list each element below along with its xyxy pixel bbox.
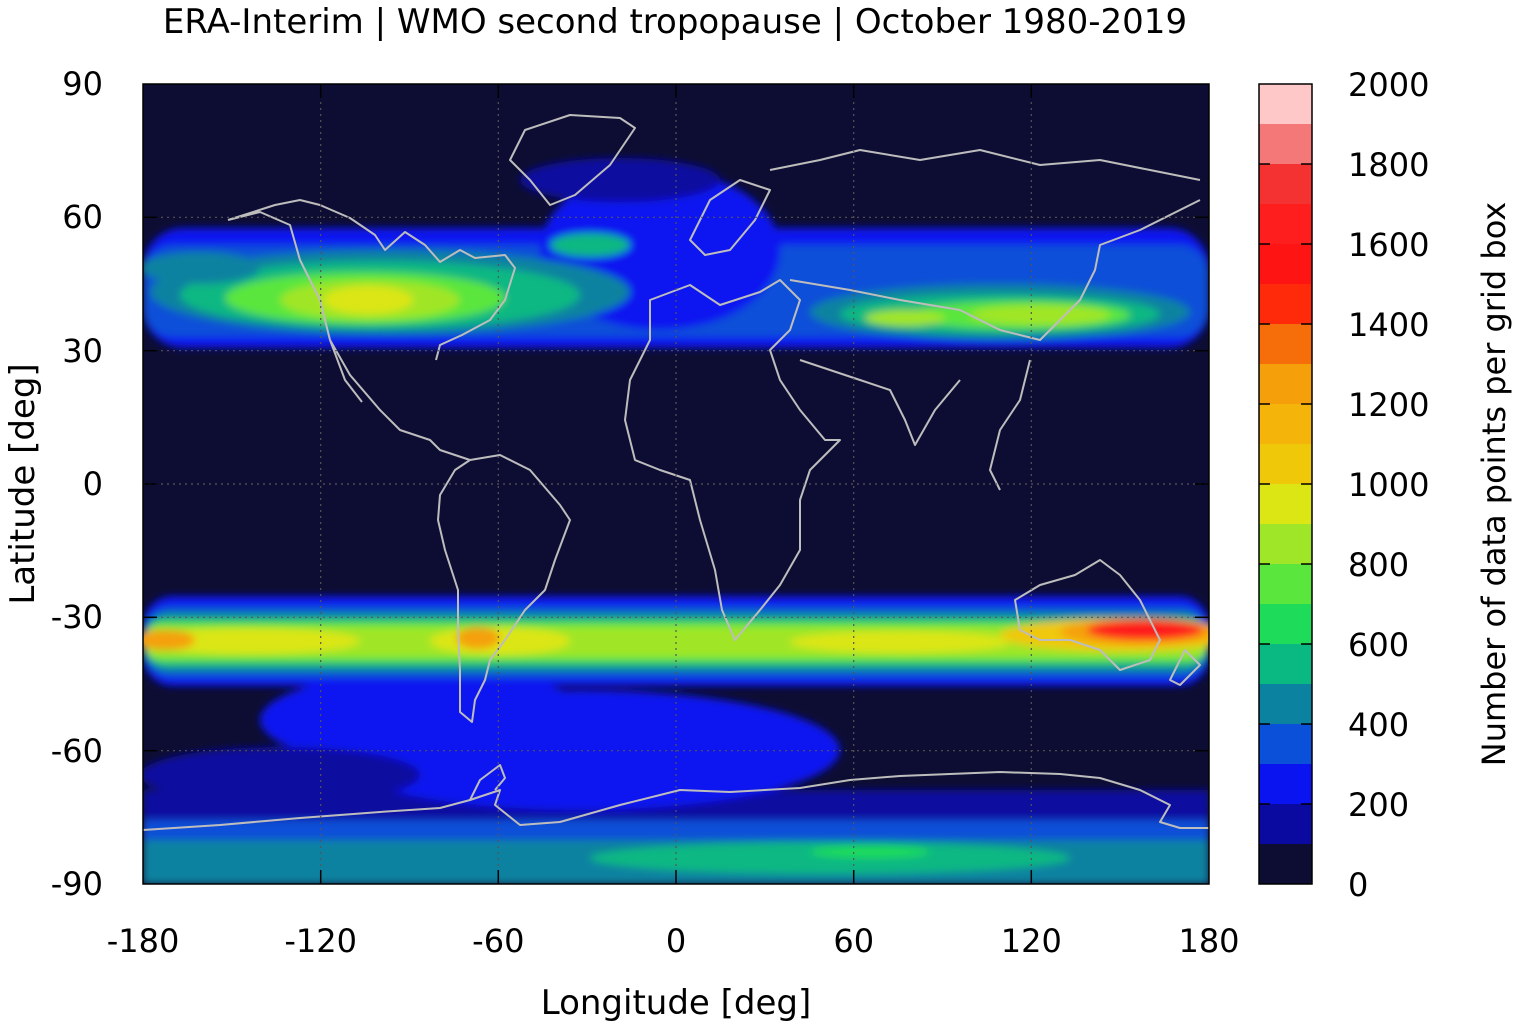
antarctic-peak xyxy=(590,842,1070,874)
y-tick-label: -60 xyxy=(51,732,103,770)
coast-antarctica xyxy=(143,771,1209,831)
coast-asia xyxy=(789,199,1201,491)
nh-jet-arctic-atlantic xyxy=(520,158,720,202)
colorbar-swatch xyxy=(1259,764,1312,804)
sh-jet-west xyxy=(143,628,360,654)
colorbar-ticks xyxy=(1259,163,1312,805)
colorbar-tick-label: 0 xyxy=(1348,866,1368,904)
y-tick-label: 60 xyxy=(62,198,103,236)
coast-europe-africa xyxy=(624,279,841,641)
x-tick-label: -180 xyxy=(107,922,180,960)
colorbar-tick-label: 1200 xyxy=(1348,386,1429,424)
colorbar-tick-label: 200 xyxy=(1348,786,1409,824)
coast-new-zealand xyxy=(1169,649,1201,686)
colorbar-tick-label: 1400 xyxy=(1348,306,1429,344)
colorbar xyxy=(1259,84,1312,884)
x-tick-label: -120 xyxy=(284,922,357,960)
y-tick-label: 0 xyxy=(83,465,103,503)
x-tick-label: 180 xyxy=(1178,922,1239,960)
colorbar-swatch xyxy=(1259,84,1312,124)
sh-jet-andes-core xyxy=(456,627,500,649)
plot-frame xyxy=(142,83,1210,885)
colorbar-tick-label: 1800 xyxy=(1348,146,1429,184)
coast-scandinavia xyxy=(689,179,771,256)
colorbar-swatch xyxy=(1259,404,1312,444)
colorbar-swatch xyxy=(1259,364,1312,404)
tick-marks xyxy=(143,84,1209,884)
colorbar-tick-label: 1600 xyxy=(1348,226,1429,264)
coast-greenland xyxy=(509,114,636,206)
coast-australia xyxy=(1014,559,1161,671)
y-tick-label: 90 xyxy=(62,65,103,103)
sh-jet-west-core xyxy=(143,630,195,650)
colorbar-swatch xyxy=(1259,444,1312,484)
nh-jet-asia-west xyxy=(865,310,945,326)
colorbar-swatch xyxy=(1259,484,1312,524)
x-axis-label: Longitude [deg] xyxy=(541,983,812,1023)
nh-jet-atlantic xyxy=(550,233,630,257)
coast-arctic-asia xyxy=(769,149,1201,181)
colorbar-swatch xyxy=(1259,604,1312,644)
colorbar-tick-label: 2000 xyxy=(1348,66,1429,104)
colorbar-swatch xyxy=(1259,684,1312,724)
x-tick-label: -60 xyxy=(472,922,524,960)
colorbar-swatch xyxy=(1259,644,1312,684)
coastlines xyxy=(143,114,1209,831)
colorbar-tick-label: 400 xyxy=(1348,706,1409,744)
nh-jet-america-peak xyxy=(323,286,413,314)
colorbar-swatch xyxy=(1259,324,1312,364)
grid-lines xyxy=(143,84,1209,884)
colorbar-tick-labels: 2000 1800 1600 1400 1200 1000 800 600 40… xyxy=(1348,66,1429,904)
colorbar-swatch xyxy=(1259,284,1312,324)
colorbar-tick-label: 800 xyxy=(1348,546,1409,584)
coast-south-america xyxy=(437,454,571,723)
colorbar-tick-label: 600 xyxy=(1348,626,1409,664)
colorbar-swatch xyxy=(1259,564,1312,604)
y-tick-labels: 90 60 30 0 -30 -60 -90 xyxy=(51,65,103,903)
south-atlantic-plume-2 xyxy=(260,672,600,768)
colorbar-swatch xyxy=(1259,724,1312,764)
y-tick-label: -90 xyxy=(51,865,103,903)
colorbar-swatch xyxy=(1259,844,1312,884)
y-tick-label: 30 xyxy=(62,332,103,370)
x-tick-label: 0 xyxy=(666,922,686,960)
colorbar-tick-label: 1000 xyxy=(1348,466,1429,504)
x-tick-label: 120 xyxy=(1001,922,1062,960)
nh-jet-pacific xyxy=(143,252,260,284)
colorbar-swatch xyxy=(1259,804,1312,844)
coast-antarctic-peninsula xyxy=(469,764,506,801)
sh-jet-andes xyxy=(430,627,570,655)
colorbar-swatch xyxy=(1259,124,1312,164)
y-tick-label: -30 xyxy=(51,598,103,636)
colorbar-swatch xyxy=(1259,524,1312,564)
colorbar-swatch xyxy=(1259,244,1312,284)
sh-jet-indian xyxy=(790,631,1010,653)
chart-title: ERA-Interim | WMO second tropopause | Oc… xyxy=(163,2,1187,42)
y-axis-label: Latitude [deg] xyxy=(3,363,43,604)
x-tick-label: 60 xyxy=(833,922,874,960)
coast-north-america xyxy=(227,199,516,461)
colorbar-label: Number of data points per grid box xyxy=(1475,202,1513,766)
antarctic-peak-core xyxy=(810,846,930,858)
south-pacific-plume xyxy=(143,747,420,803)
sh-jet-australia-peak xyxy=(1087,620,1203,640)
x-tick-labels: -180 -120 -60 0 60 120 180 xyxy=(107,922,1240,960)
colorbar-swatch xyxy=(1259,204,1312,244)
nh-jet-asia-900 xyxy=(970,305,1110,325)
colorbar-swatch xyxy=(1259,164,1312,204)
